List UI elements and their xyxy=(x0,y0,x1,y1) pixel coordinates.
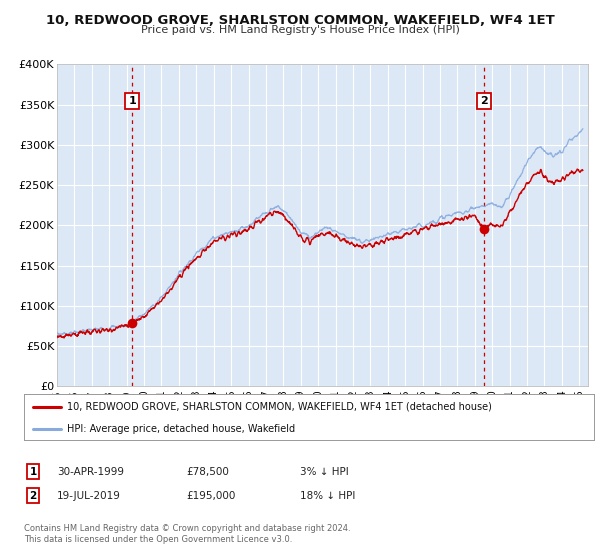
Text: 3% ↓ HPI: 3% ↓ HPI xyxy=(300,466,349,477)
Text: 2: 2 xyxy=(481,96,488,106)
Text: Contains HM Land Registry data © Crown copyright and database right 2024.: Contains HM Land Registry data © Crown c… xyxy=(24,524,350,533)
Text: HPI: Average price, detached house, Wakefield: HPI: Average price, detached house, Wake… xyxy=(67,424,295,435)
Text: Price paid vs. HM Land Registry's House Price Index (HPI): Price paid vs. HM Land Registry's House … xyxy=(140,25,460,35)
Text: £195,000: £195,000 xyxy=(186,491,235,501)
Text: 2: 2 xyxy=(29,491,37,501)
Text: 19-JUL-2019: 19-JUL-2019 xyxy=(57,491,121,501)
Text: 10, REDWOOD GROVE, SHARLSTON COMMON, WAKEFIELD, WF4 1ET (detached house): 10, REDWOOD GROVE, SHARLSTON COMMON, WAK… xyxy=(67,402,491,412)
Text: £78,500: £78,500 xyxy=(186,466,229,477)
Text: 10, REDWOOD GROVE, SHARLSTON COMMON, WAKEFIELD, WF4 1ET: 10, REDWOOD GROVE, SHARLSTON COMMON, WAK… xyxy=(46,14,554,27)
Text: 1: 1 xyxy=(128,96,136,106)
Text: 18% ↓ HPI: 18% ↓ HPI xyxy=(300,491,355,501)
Text: 1: 1 xyxy=(29,466,37,477)
Text: This data is licensed under the Open Government Licence v3.0.: This data is licensed under the Open Gov… xyxy=(24,535,292,544)
Text: 30-APR-1999: 30-APR-1999 xyxy=(57,466,124,477)
